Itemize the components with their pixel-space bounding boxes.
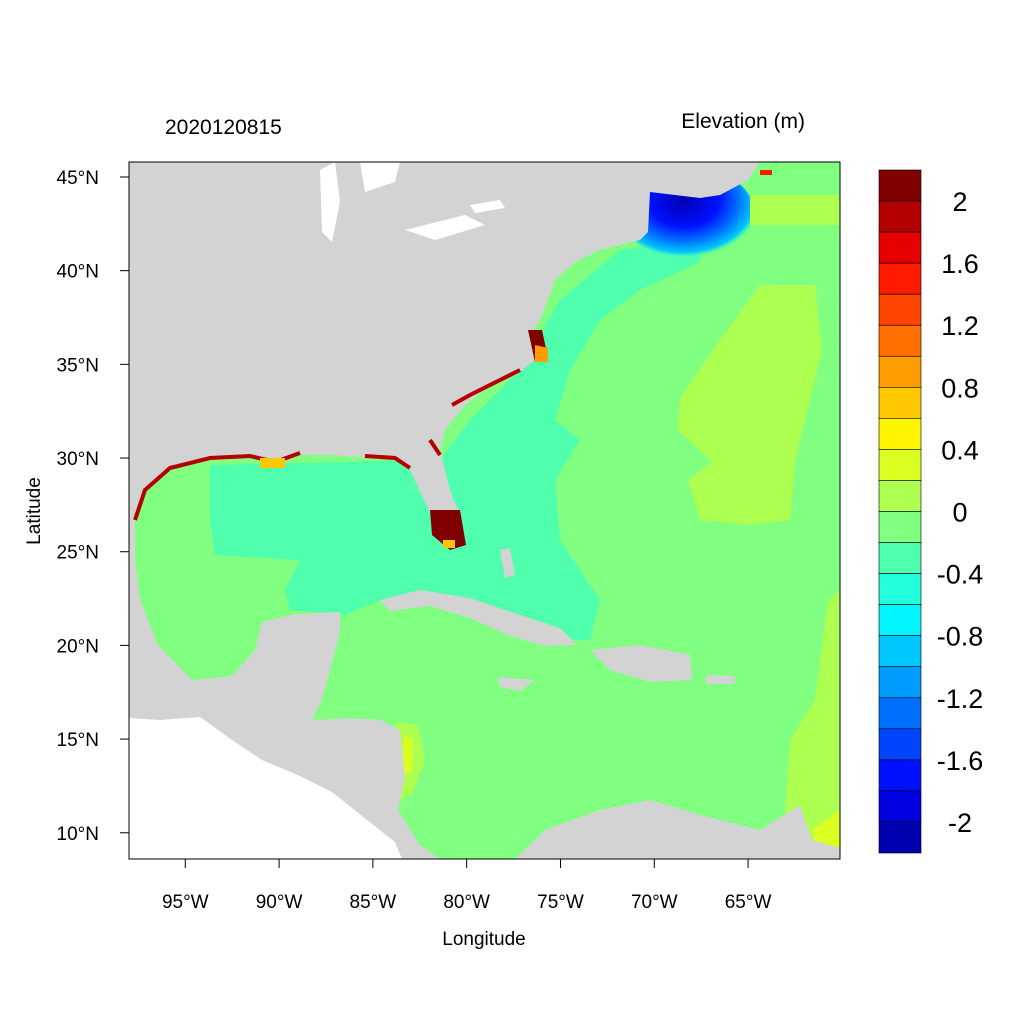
surge-louisiana-yellow: [260, 458, 285, 468]
x-tick-label: 85°W: [350, 892, 397, 913]
colorbar-label: -0.4: [937, 560, 984, 590]
plot-area: [129, 162, 840, 859]
land-puerto-rico: [706, 675, 735, 684]
colorbar-bin: [878, 666, 922, 699]
y-tick-label: 40°N: [57, 262, 99, 283]
colorbar-bin: [878, 200, 922, 233]
y-tick-label: 10°N: [57, 824, 99, 845]
colorbar-bin: [878, 324, 922, 357]
x-axis-label: Longitude: [442, 929, 525, 950]
colorbar-bin: [878, 759, 922, 792]
y-axis-label: Latitude: [24, 477, 45, 545]
surge-florida-tip: [443, 540, 455, 548]
ocean-zone-nova-scotia: [750, 195, 840, 225]
colorbar-label: 0: [952, 498, 967, 528]
colorbar: 2 1.6 1.2 0.8 0.4 0 -0.4 -0.8 -1.2 -1.6 -2: [878, 169, 984, 854]
map-variable-title: Elevation (m): [681, 110, 805, 133]
land-jamaica: [498, 677, 535, 691]
colorbar-bin: [878, 821, 922, 854]
x-tick-label: 65°W: [725, 892, 772, 913]
colorbar-label: -1.6: [937, 746, 984, 776]
land-bahamas-andros: [500, 548, 515, 578]
colorbar-label: -1.2: [937, 684, 984, 714]
plot-frame: [128, 161, 841, 860]
x-tick-label: 75°W: [537, 892, 584, 913]
land-hispaniola: [590, 645, 692, 682]
colorbar-label: 0.4: [941, 435, 979, 465]
x-axis: 95°W 90°W 85°W 80°W 75°W 70°W 65°W: [162, 859, 772, 913]
colorbar-bin: [878, 573, 922, 605]
y-tick-label: 25°N: [57, 543, 99, 564]
ocean-zone-honduras-yellow: [402, 735, 413, 778]
surge-hatteras-orange: [535, 345, 548, 362]
colorbar-bin: [878, 635, 922, 668]
map-date-title: 2020120815: [165, 116, 282, 139]
colorbar-label: 1.6: [941, 249, 979, 279]
colorbar-label: -2: [948, 808, 972, 838]
y-tick-label: 35°N: [57, 355, 99, 376]
colorbar-bin: [878, 231, 922, 264]
land-cuba: [380, 590, 577, 646]
colorbar-bin: [878, 790, 922, 823]
colorbar-label: -0.8: [937, 622, 984, 652]
x-tick-label: 80°W: [443, 892, 490, 913]
x-tick-label: 70°W: [631, 892, 678, 913]
colorbar-bin: [878, 387, 922, 419]
colorbar-bin: [878, 511, 922, 543]
surge-florida-southwest: [430, 510, 466, 550]
ocean-zone-plus-0.2-east: [785, 590, 840, 859]
ocean-zone-minus-0.4: [210, 240, 700, 640]
colorbar-bin: [878, 449, 922, 481]
y-tick-label: 15°N: [57, 730, 99, 751]
colorbar-bin: [878, 418, 922, 450]
great-lakes: [320, 162, 505, 242]
colorbar-label: 2: [952, 187, 967, 217]
ocean-zone-plus-0.2: [678, 285, 822, 525]
colorbar-label: 1.2: [941, 311, 979, 341]
colorbar-bin: [878, 697, 922, 730]
surge-gulf-coast: [133, 368, 521, 521]
colorbar-bin: [878, 262, 922, 295]
colorbar-bin: [878, 542, 922, 574]
y-tick-label: 45°N: [57, 168, 99, 189]
y-tick-label: 30°N: [57, 449, 99, 470]
y-tick-label: 20°N: [57, 636, 99, 657]
surge-maine-red: [760, 170, 772, 175]
x-tick-label: 95°W: [162, 892, 209, 913]
colorbar-bin: [878, 293, 922, 326]
land-south-america: [515, 800, 840, 859]
colorbar-bin: [878, 728, 922, 761]
colorbar-bin: [878, 480, 922, 512]
y-axis: 45°N 40°N 35°N 30°N 25°N 20°N 15°N 10°N: [57, 168, 129, 845]
colorbar-label: 0.8: [941, 373, 979, 403]
colorbar-bin: [878, 169, 922, 202]
pacific-no-data: [129, 717, 402, 859]
colorbar-bin: [878, 355, 922, 388]
colorbar-bin: [878, 604, 922, 636]
x-tick-label: 90°W: [256, 892, 303, 913]
